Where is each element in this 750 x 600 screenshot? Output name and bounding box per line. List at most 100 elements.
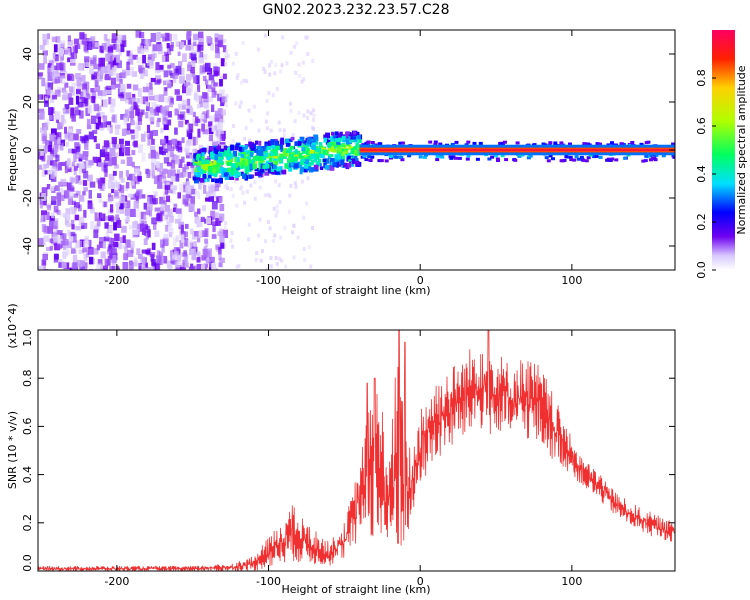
spectrogram-cell: [472, 141, 477, 145]
spectrogram-cell: [219, 204, 225, 212]
spectrogram-cell: [184, 238, 189, 247]
spectrogram-cell: [232, 150, 237, 157]
spectrogram-cell: [168, 102, 173, 108]
spectrogram-cell: [115, 206, 121, 214]
spectrogram-cell: [347, 155, 351, 160]
spectrogram-cell: [178, 183, 184, 193]
spectrogram-cell: [355, 158, 359, 162]
spectrogram-cell: [176, 247, 181, 253]
spectrogram-cell: [574, 155, 579, 159]
spectrogram-cell: [332, 162, 337, 168]
spectrogram-cell: [223, 172, 228, 177]
spectrogram-cell: [125, 170, 129, 177]
spectrogram-cell: [297, 62, 301, 67]
spectrogram-cell: [264, 119, 268, 124]
spectrogram-cell: [170, 97, 174, 105]
spectrogram-cell: [224, 55, 228, 60]
spectrogram-cell: [50, 65, 55, 72]
spectrogram-cell: [42, 50, 48, 56]
spectrogram-cell: [201, 147, 207, 153]
spectrogram-cell: [136, 248, 141, 255]
spectrogram-cell: [269, 256, 273, 260]
spectrogram-cell: [338, 146, 342, 152]
spectrogram-cell: [526, 156, 531, 160]
spectrogram-cell: [51, 196, 57, 206]
spectrogram-cell: [111, 248, 117, 255]
spectrogram-cell: [280, 148, 284, 152]
spectrogram-cell: [249, 151, 254, 158]
spectrogram-cell: [241, 190, 245, 195]
spectrogram-cell: [38, 164, 43, 170]
spectrogram-cell: [325, 150, 329, 156]
spectrogram-cell: [254, 257, 258, 262]
spectrogram-cell: [112, 170, 117, 176]
spectrogram-cell: [301, 60, 305, 65]
spectrogram-cell: [194, 231, 199, 237]
spectrogram-cell: [107, 64, 111, 73]
spectrogram-cell: [139, 194, 146, 199]
spectrogram-cell: [83, 240, 90, 248]
spectrogram-cell: [112, 258, 116, 266]
spectrogram-cell: [154, 230, 160, 237]
spectrogram-cell: [159, 171, 164, 177]
spectrogram-cell: [86, 93, 91, 99]
spectrogram-cell: [273, 165, 277, 170]
spectrogram-cell: [262, 161, 266, 166]
spectrogram-cell: [126, 50, 131, 57]
spectrogram-cell: [106, 89, 112, 95]
spectrogram-cell: [292, 223, 296, 228]
spectrogram-cell: [248, 138, 252, 143]
spectrogram-cell: [106, 158, 112, 167]
spectrogram-cell: [114, 189, 119, 197]
spectrogram-cell: [266, 111, 270, 116]
spectrogram-cell: [167, 82, 172, 89]
spectrogram-cell: [263, 33, 267, 38]
spectrogram-cell: [59, 142, 64, 151]
spectrogram-cell: [340, 159, 345, 166]
spectrogram-cell: [348, 139, 352, 144]
spectrogram-cell: [341, 148, 345, 152]
spectrogram-cell: [229, 238, 233, 243]
spectrogram-cell: [342, 143, 346, 148]
spectrogram-cell: [158, 251, 164, 257]
spectrogram-cell: [112, 216, 118, 222]
spectrogram-cell: [215, 128, 219, 137]
spectrogram-cell: [117, 35, 123, 40]
spectrogram-cell: [63, 90, 68, 100]
spectrogram-cell: [199, 156, 204, 161]
spectrogram-cell: [211, 125, 215, 132]
spectrogram-cell: [269, 59, 273, 64]
spectrogram-cell: [305, 135, 309, 140]
spectrogram-cell: [84, 56, 90, 63]
spectrogram-cell: [201, 157, 205, 164]
spectrogram-cell: [302, 246, 306, 251]
spectrogram-x-tick-label: 0: [417, 274, 424, 287]
spectrogram-cell: [246, 150, 251, 154]
spectrogram-cell: [164, 210, 170, 216]
spectrogram-cell: [188, 123, 194, 133]
spectrogram-cell: [165, 53, 169, 62]
spectrogram-cell: [160, 239, 165, 248]
spectrogram-cell: [138, 144, 143, 153]
spectrogram-cell: [204, 80, 208, 86]
spectrogram-cell: [197, 84, 201, 93]
spectrogram-cell: [163, 233, 169, 240]
spectrogram-cell: [151, 138, 155, 145]
spectrogram-cell: [170, 184, 174, 189]
spectrogram-cell: [346, 152, 351, 158]
spectrogram-cell: [101, 112, 105, 119]
spectrogram-cell: [325, 139, 331, 145]
spectrogram-cell: [465, 157, 470, 161]
spectrogram-cell: [64, 126, 67, 134]
spectrogram-cell: [285, 142, 291, 147]
spectrogram-cell: [173, 247, 179, 253]
spectrogram-cell: [62, 239, 69, 246]
spectrogram-cell: [347, 162, 352, 168]
spectrogram-cell: [107, 124, 111, 131]
spectrogram-cell: [198, 51, 203, 58]
spectrogram-cell: [77, 64, 84, 71]
spectrogram-cell: [209, 115, 215, 122]
spectrogram-cell: [166, 119, 171, 125]
spectrogram-cell: [45, 80, 49, 88]
spectrogram-cell: [71, 200, 77, 206]
